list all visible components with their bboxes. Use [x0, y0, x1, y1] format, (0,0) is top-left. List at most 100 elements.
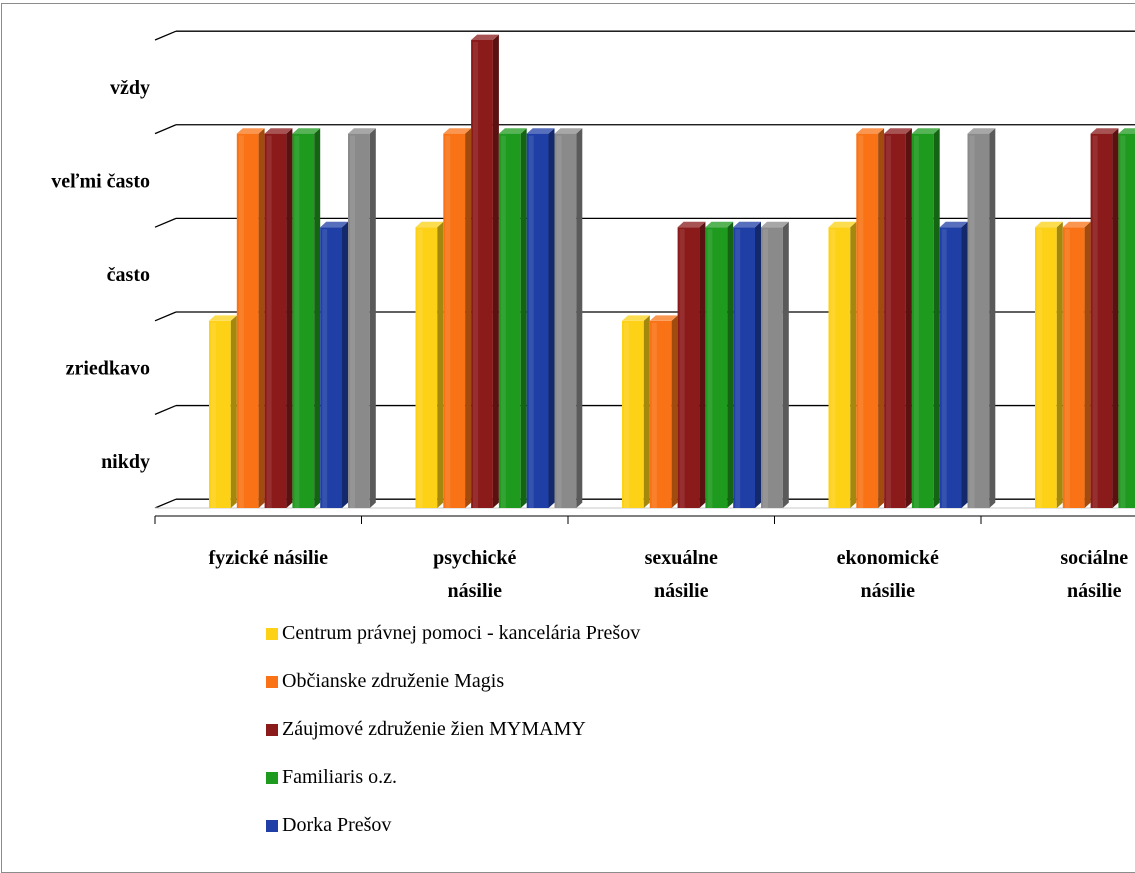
bar-side: [520, 128, 527, 508]
gridline-slant: [154, 124, 177, 135]
bar: [1090, 128, 1119, 508]
bar-highlight: [556, 135, 562, 508]
bar-top: [415, 221, 444, 228]
bar-side: [548, 128, 555, 508]
bar-highlight: [913, 135, 919, 508]
bar-highlight: [417, 229, 423, 508]
bar: [733, 221, 761, 509]
bar-side: [878, 128, 885, 508]
bar-highlight: [322, 229, 328, 508]
bar-side: [933, 128, 940, 508]
bar: [828, 221, 857, 509]
bar: [967, 128, 996, 508]
bar-highlight: [858, 135, 864, 508]
bar-highlight: [679, 229, 685, 508]
bar: [443, 128, 472, 508]
y-level-label: vždy: [110, 77, 150, 99]
bar-highlight: [266, 135, 272, 508]
legend-swatch: [266, 772, 278, 784]
bar-side: [961, 221, 968, 509]
bar: [209, 315, 237, 508]
gridline-slant: [154, 498, 177, 509]
bar: [554, 128, 583, 508]
bar: [911, 128, 940, 508]
bar-side: [576, 128, 583, 508]
bar-highlight: [500, 135, 506, 508]
x-category-label: fyzické násilie: [209, 547, 329, 569]
bar-side: [643, 315, 650, 508]
bar-side: [437, 221, 444, 509]
legend-label: Familiaris o.z.: [282, 766, 397, 788]
bar: [498, 128, 527, 508]
legend-label: Dorka Prešov: [282, 814, 392, 836]
bar-top: [705, 221, 734, 228]
bar-top: [828, 221, 857, 228]
bar-highlight: [830, 229, 836, 508]
bar-top: [209, 315, 237, 321]
x-category-label: násilie: [448, 580, 503, 602]
bar-highlight: [528, 135, 534, 508]
bar: [415, 221, 444, 509]
bar-highlight: [294, 135, 300, 508]
bar-top: [292, 128, 321, 134]
bar-side: [1084, 221, 1091, 509]
legend-label: Centrum právnej pomoci - kancelária Preš…: [282, 622, 641, 644]
bar-side: [905, 128, 912, 508]
bar-top: [443, 128, 472, 134]
bar-side: [989, 128, 996, 508]
x-category-label: ekonomické: [837, 547, 939, 569]
bar-highlight: [473, 42, 479, 508]
bar-top: [320, 221, 348, 228]
bar-side: [782, 221, 789, 509]
bar-top: [471, 34, 499, 40]
bar-side: [286, 128, 293, 508]
bar: [677, 221, 706, 509]
bar-side: [699, 221, 706, 509]
bar-highlight: [763, 229, 768, 508]
bar-side: [727, 221, 734, 509]
bar-top: [884, 128, 912, 134]
bar-highlight: [707, 229, 713, 508]
bar-top: [348, 128, 376, 134]
legend-swatch: [266, 724, 278, 736]
bar-highlight: [1037, 229, 1042, 508]
bar: [1062, 221, 1091, 509]
bar: [471, 34, 499, 508]
bar-highlight: [1092, 135, 1098, 508]
bar: [856, 128, 885, 508]
x-category-label: násilie: [1067, 580, 1122, 602]
legend-label: Záujmové združenie žien MYMAMY: [282, 718, 586, 740]
bar: [264, 128, 293, 508]
bar: [761, 221, 789, 509]
y-level-label: zriedkavo: [66, 358, 150, 380]
bar-side: [671, 315, 678, 508]
bar-top: [264, 128, 293, 134]
bar-top: [733, 221, 761, 228]
legend-swatch: [266, 820, 278, 832]
gridline-slant: [154, 30, 177, 41]
bar-side: [342, 221, 348, 509]
gridline-slant: [154, 311, 177, 322]
x-category-label: sociálne: [1060, 547, 1128, 569]
bar-side: [230, 315, 237, 508]
y-level-label: veľmi často: [51, 170, 150, 192]
bar-highlight: [350, 135, 355, 508]
bar: [1118, 128, 1135, 508]
bar-top: [236, 128, 265, 134]
bar: [622, 315, 650, 508]
bar-top: [498, 128, 527, 134]
bar: [939, 221, 968, 509]
legend-label: Občianske združenie Magis: [282, 670, 505, 692]
bar-top: [554, 128, 583, 134]
bar-side: [258, 128, 265, 508]
bar: [320, 221, 348, 509]
bar-side: [1056, 221, 1063, 509]
x-category-label: násilie: [861, 580, 916, 602]
bar-highlight: [238, 135, 244, 508]
gridline-slant: [154, 217, 177, 228]
bar-highlight: [1120, 135, 1126, 508]
bar: [292, 128, 321, 508]
bar-top: [761, 221, 789, 228]
bar: [705, 221, 734, 509]
